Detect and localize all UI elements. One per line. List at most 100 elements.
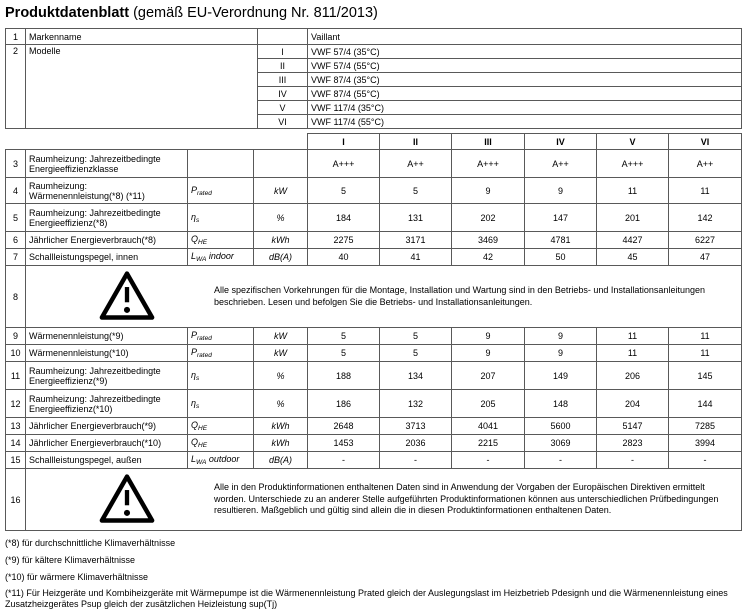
model-name: VWF 87/4 (35°C) xyxy=(307,72,742,87)
model-index: V xyxy=(257,100,308,115)
unit-cell xyxy=(253,149,308,178)
value-cell: 147 xyxy=(524,203,597,232)
footnote: (*9) für kältere Klimaverhältnisse xyxy=(5,554,136,565)
symbol-cell: ηs xyxy=(187,389,254,418)
value-cell: 149 xyxy=(524,361,597,390)
row-number: 8 xyxy=(5,265,26,328)
column-header: IV xyxy=(524,133,597,150)
value-cell: 45 xyxy=(596,248,669,266)
info-table: 1 Markenname Vaillant 2 Modelle I VWF 57… xyxy=(5,28,742,129)
table-row: 5 Raumheizung: Jahrezeitbedingte Energie… xyxy=(5,203,742,232)
value-cell: 201 xyxy=(596,203,669,232)
value-cell: A+++ xyxy=(451,149,525,178)
value-cell: 47 xyxy=(668,248,742,266)
table-row: III VWF 87/4 (35°C) xyxy=(6,72,742,87)
value-cell: 5147 xyxy=(596,417,669,435)
table-row: 14 Jährlicher Energieverbrauch(*10) QHE … xyxy=(5,434,742,452)
value-cell: A++ xyxy=(668,149,742,178)
row-number: 16 xyxy=(5,468,26,531)
model-index: II xyxy=(257,58,308,73)
unit-cell: kWh xyxy=(253,231,308,249)
value-cell: 2036 xyxy=(379,434,452,452)
row-number: 11 xyxy=(5,361,26,390)
unit-cell: % xyxy=(253,389,308,418)
row-number: 7 xyxy=(5,248,26,266)
row-label: Raumheizung: Jahrezeitbedingte Energieef… xyxy=(25,389,188,418)
unit-cell: % xyxy=(253,203,308,232)
warning-cell: Alle in den Produktinformationen enthalt… xyxy=(25,468,742,531)
unit-cell: kW xyxy=(253,327,308,345)
row-label: Wärmenennleistung(*9) xyxy=(25,327,188,345)
warning-cell: Alle spezifischen Vorkehrungen für die M… xyxy=(25,265,742,328)
value-cell: 3469 xyxy=(451,231,525,249)
row-number: 10 xyxy=(5,344,26,362)
unit-cell: kW xyxy=(253,344,308,362)
value-cell: - xyxy=(307,451,380,469)
unit-cell: dB(A) xyxy=(253,451,308,469)
value-cell: 11 xyxy=(596,177,669,204)
row-number: 2 xyxy=(5,44,26,129)
warning-text: Alle spezifischen Vorkehrungen für die M… xyxy=(214,284,705,307)
value-cell: 9 xyxy=(524,344,597,362)
symbol-cell: LWA indoor xyxy=(187,248,254,266)
model-index: I xyxy=(257,44,308,59)
footnote: (*8) für durchschnittliche Klimaverhältn… xyxy=(5,538,176,548)
value-cell: 132 xyxy=(379,389,452,418)
symbol-cell: ηs xyxy=(187,361,254,390)
value-cell: 6227 xyxy=(668,231,742,249)
value-cell: 4427 xyxy=(596,231,669,249)
value-cell: 41 xyxy=(379,248,452,266)
value-cell: 205 xyxy=(451,389,525,418)
row-number: 13 xyxy=(5,417,26,435)
value-cell: 11 xyxy=(668,344,742,362)
column-header: II xyxy=(379,133,452,150)
value-cell: 3713 xyxy=(379,417,452,435)
value-cell: A++ xyxy=(379,149,452,178)
value-cell: 5 xyxy=(307,327,380,345)
value-cell: 9 xyxy=(451,327,525,345)
value-cell: 7285 xyxy=(668,417,742,435)
model-name: VWF 117/4 (35°C) xyxy=(307,100,742,115)
row-label: Jährlicher Energieverbrauch(*10) xyxy=(25,434,188,452)
value-cell: 142 xyxy=(668,203,742,232)
value-cell: 11 xyxy=(668,177,742,204)
value-cell: 5 xyxy=(379,327,452,345)
row-number: 12 xyxy=(5,389,26,418)
unit-cell: kWh xyxy=(253,434,308,452)
value-cell: 11 xyxy=(596,327,669,345)
row-label: Schallleistungspegel, innen xyxy=(25,248,188,266)
value-cell: 202 xyxy=(451,203,525,232)
value-cell: - xyxy=(524,451,597,469)
table-row: 4 Raumheizung: Wärmenennleistung(*8) (*1… xyxy=(5,177,742,204)
warning-text: Alle in den Produktinformationen enthalt… xyxy=(214,481,719,516)
row-label: Jährlicher Energieverbrauch(*8) xyxy=(25,231,188,249)
row-number: 6 xyxy=(5,231,26,249)
row-label: Modelle xyxy=(25,44,258,129)
value-cell: 131 xyxy=(379,203,452,232)
value-cell: A++ xyxy=(524,149,597,178)
page-title-main: Produktdatenblatt xyxy=(5,5,130,21)
value-cell: 2823 xyxy=(596,434,669,452)
table-row: 6 Jährlicher Energieverbrauch(*8) QHE kW… xyxy=(5,231,742,249)
value-cell: 134 xyxy=(379,361,452,390)
table-row: 12 Raumheizung: Jahrezeitbedingte Energi… xyxy=(5,389,742,418)
value-cell: 204 xyxy=(596,389,669,418)
value-cell: 5 xyxy=(307,344,380,362)
value-cell: 188 xyxy=(307,361,380,390)
row-label: Wärmenennleistung(*10) xyxy=(25,344,188,362)
value-cell: 2275 xyxy=(307,231,380,249)
value-cell: 207 xyxy=(451,361,525,390)
value-cell: 42 xyxy=(451,248,525,266)
table-row: 10 Wärmenennleistung(*10) Prated kW 5 5 … xyxy=(5,344,742,362)
symbol-cell: ηs xyxy=(187,203,254,232)
warning-row: 16 Alle in den Produktinformationen enth… xyxy=(5,468,742,531)
value-cell: 3171 xyxy=(379,231,452,249)
column-header: VI xyxy=(668,133,742,150)
value-cell: 3069 xyxy=(524,434,597,452)
warning-row: 8 Alle spezifischen Vorkehrungen für die… xyxy=(5,265,742,328)
table-row: 3 Raumheizung: Jahrezeitbedingte Energie… xyxy=(5,149,742,178)
row-label: Raumheizung: Jahrezeitbedingte Energieef… xyxy=(25,203,188,232)
column-header: I xyxy=(307,133,380,150)
unit-cell: dB(A) xyxy=(253,248,308,266)
value-cell: A+++ xyxy=(307,149,380,178)
